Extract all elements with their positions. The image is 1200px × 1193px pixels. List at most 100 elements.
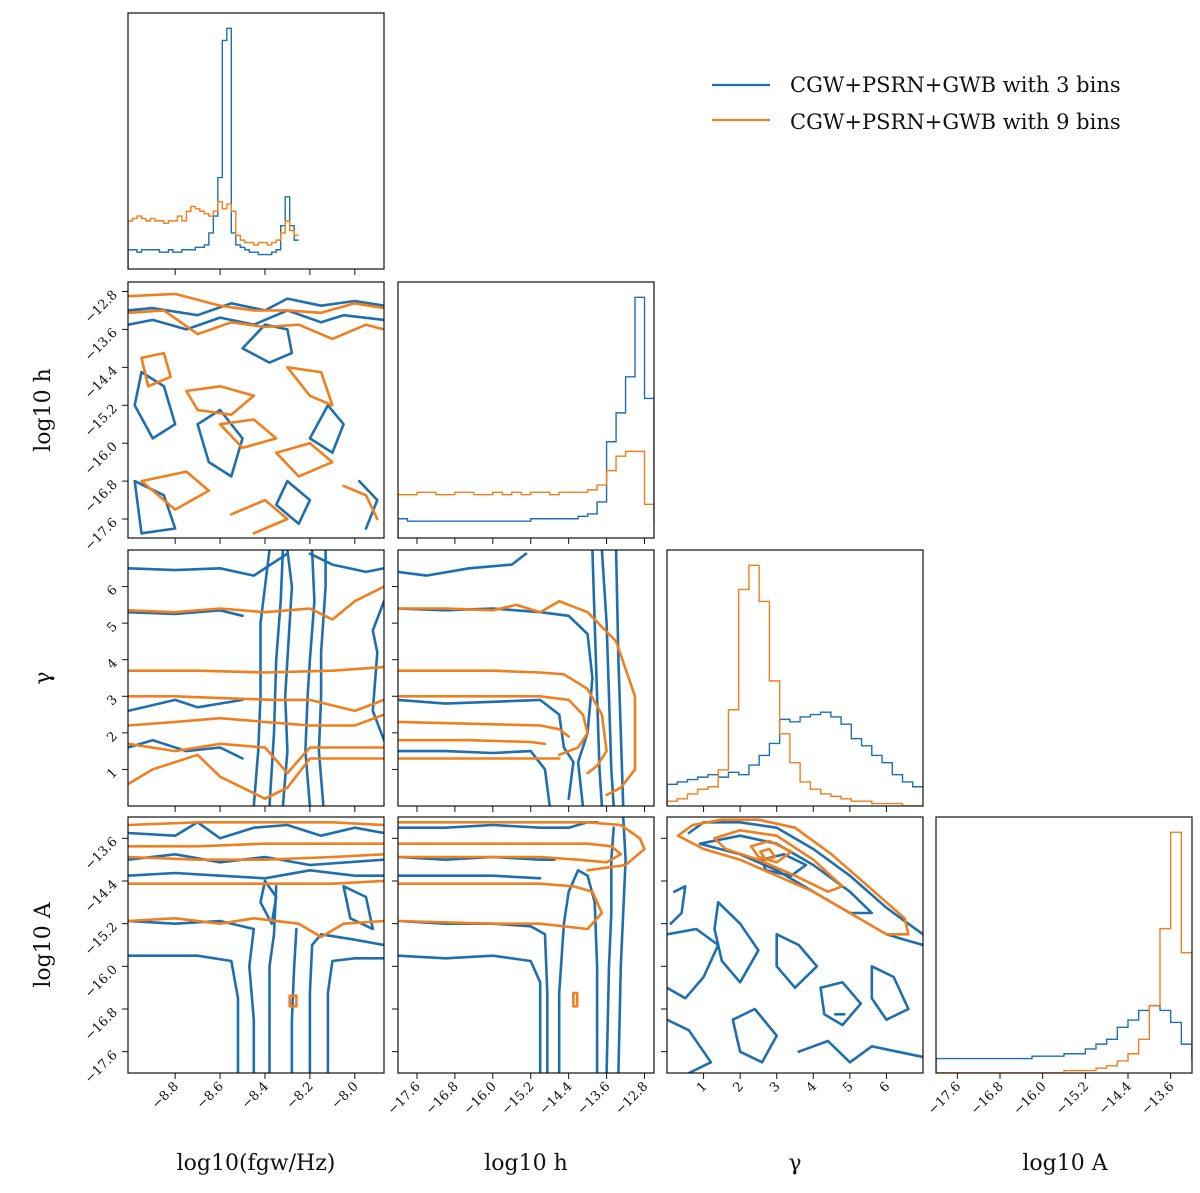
- panel-frame: [127, 281, 385, 539]
- contour-line-blue: [290, 927, 298, 1073]
- contour-line-blue: [128, 552, 289, 577]
- contour-line-orange: [398, 720, 571, 738]
- contour-line-orange: [128, 879, 384, 886]
- x-tick-label: −8.2: [284, 1079, 317, 1112]
- y-tick-label: −15.2: [82, 401, 121, 440]
- ylabel-g: γ: [31, 671, 56, 684]
- y-tick-label: 4: [104, 656, 120, 672]
- x-tick-label: 3: [767, 1079, 783, 1095]
- contour-line-orange: [128, 585, 384, 621]
- x-tick-label: 4: [804, 1079, 820, 1095]
- contour-line-orange: [398, 738, 547, 746]
- panel-frame: [666, 549, 924, 807]
- legend: CGW+PSRN+GWB with 3 bins CGW+PSRN+GWB wi…: [712, 73, 1121, 134]
- x-tick-label: −13.6: [575, 1079, 614, 1118]
- x-tick-label: −8.4: [239, 1079, 272, 1112]
- y-tick-label: −17.6: [82, 1048, 121, 1087]
- histogram-panel-f: [127, 12, 385, 275]
- y-tick-label: −13.6: [82, 835, 121, 874]
- contour-line-orange: [128, 694, 384, 713]
- histogram-step-orange: [667, 564, 923, 806]
- contour-line-blue: [357, 479, 379, 530]
- contour-line-blue: [398, 698, 575, 801]
- contour-line-orange: [749, 839, 793, 864]
- y-tick-label: −16.8: [82, 477, 121, 516]
- y-tick-label: 5: [104, 619, 120, 635]
- contour-line-orange: [398, 694, 589, 757]
- x-tick-label: −8.0: [329, 1079, 362, 1112]
- contour-line-blue: [775, 932, 819, 990]
- y-tick-label: −14.4: [82, 364, 121, 403]
- contour-panel-h-g: [392, 549, 655, 812]
- contour-panel-g-A: 1 2 3 4 5 6: [661, 816, 924, 1096]
- contour-line-blue: [259, 879, 278, 926]
- panel-frame: [127, 816, 385, 1074]
- contour-line-blue: [304, 550, 316, 806]
- contour-line-blue: [600, 550, 616, 806]
- histogram-panel-g: [666, 549, 924, 812]
- x-tick-label: −8.6: [194, 1079, 227, 1112]
- x-tick-label: 6: [877, 1079, 893, 1095]
- contour-line-orange: [288, 994, 298, 1008]
- histogram-step-orange: [398, 450, 654, 538]
- y-tick-label: −15.2: [82, 920, 121, 959]
- x-tick-label: −12.8: [613, 1079, 652, 1118]
- contour-line-orange: [342, 484, 379, 521]
- contour-line-blue: [281, 550, 294, 806]
- contour-line-blue: [398, 607, 594, 806]
- contour-line-orange: [274, 441, 334, 478]
- contour-line-blue: [128, 738, 244, 760]
- contour-panel-h-A: −17.6 −16.8 −16.0 −15.2 −14.4 −13.6 −12.8: [385, 816, 655, 1118]
- contour-line-orange: [128, 742, 384, 775]
- contour-line-orange: [128, 309, 384, 341]
- contour-line-orange: [286, 365, 334, 407]
- contour-line-blue: [252, 550, 271, 806]
- contour-line-blue: [133, 370, 177, 440]
- contour-line-blue: [731, 1007, 779, 1064]
- contour-line-blue: [128, 868, 384, 880]
- y-tick-label: −14.4: [82, 877, 121, 916]
- histogram-step-orange: [936, 831, 1192, 1073]
- contour-line-blue: [713, 900, 760, 984]
- panel-frame: [397, 549, 655, 807]
- y-tick-label: 6: [104, 583, 120, 599]
- contour-line-orange: [398, 599, 637, 797]
- y-tick-label: −12.8: [82, 288, 121, 327]
- contour-line-blue: [617, 817, 627, 1073]
- contour-line-orange: [398, 669, 608, 775]
- contour-line-orange: [230, 498, 289, 535]
- contour-panel-f-A: −8.8 −8.6 −8.4 −8.2 −8.0 −17.6 −16.8−16.0 −15.2…: [82, 816, 385, 1112]
- histogram-panel-A: −17.6 −16.8 −16.0 −15.2 −14.4 −13.6: [925, 816, 1193, 1118]
- contour-line-blue: [760, 852, 808, 878]
- contour-line-orange: [398, 842, 623, 864]
- panel-frame: [666, 816, 924, 1074]
- xlabel-f: log10(fgw/Hz): [177, 1151, 336, 1176]
- y-tick-label: −16.8: [82, 1005, 121, 1044]
- x-tick-label: −14.4: [537, 1079, 576, 1118]
- contour-line-blue: [614, 550, 625, 806]
- contour-line-blue: [398, 919, 549, 1073]
- contour-line-blue: [398, 749, 552, 806]
- y-tick-label: 2: [104, 729, 120, 745]
- panel-frame: [397, 281, 655, 539]
- contour-line-blue: [308, 932, 384, 1073]
- x-tick-label: −15.2: [1053, 1079, 1092, 1118]
- contour-line-orange: [128, 753, 384, 801]
- histogram-step-blue: [936, 1004, 1192, 1073]
- contour-line-blue: [128, 820, 384, 840]
- x-tick-label: −16.8: [423, 1079, 462, 1118]
- contour-line-blue: [128, 919, 256, 1073]
- histogram-step-blue: [398, 296, 654, 538]
- contour-line-blue: [398, 552, 528, 577]
- contour-line-orange: [140, 470, 211, 511]
- ylabel-A: log10 A: [31, 901, 56, 987]
- contour-line-blue: [797, 1039, 923, 1064]
- contour-line-orange: [398, 820, 646, 872]
- x-tick-label: −14.4: [1096, 1079, 1135, 1118]
- legend-label-9-bins: CGW+PSRN+GWB with 9 bins: [790, 110, 1121, 134]
- contour-line-blue: [669, 884, 687, 926]
- contour-line-blue: [241, 323, 294, 364]
- x-tick-label: −8.8: [149, 1079, 182, 1112]
- contour-line-blue: [398, 874, 542, 880]
- contour-line-blue: [342, 884, 375, 931]
